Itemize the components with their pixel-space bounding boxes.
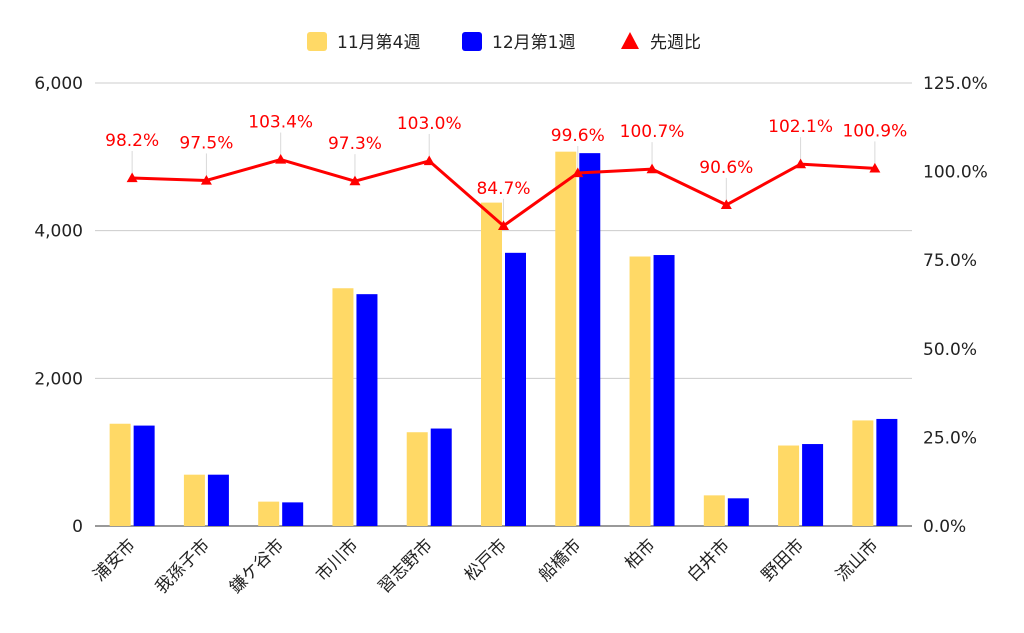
bar xyxy=(207,474,229,526)
line-point xyxy=(795,158,807,169)
line-point xyxy=(349,175,361,186)
bar xyxy=(282,502,304,526)
right-tick-label: 0.0% xyxy=(923,517,966,537)
data-label: 100.9% xyxy=(842,121,907,141)
bar xyxy=(430,428,452,526)
bar xyxy=(852,420,874,526)
category-label: 我孫子市 xyxy=(152,535,214,597)
bars xyxy=(109,151,898,527)
left-tick-label: 0 xyxy=(72,517,83,537)
data-label: 99.6% xyxy=(551,126,605,146)
data-label: 100.7% xyxy=(620,122,685,142)
legend-swatch xyxy=(462,32,482,51)
legend-label: 11月第4週 xyxy=(337,33,420,53)
category-label: 野田市 xyxy=(758,535,808,585)
category-label: 市川市 xyxy=(312,535,362,585)
data-label: 103.4% xyxy=(248,113,313,133)
bar xyxy=(579,153,601,526)
gridlines xyxy=(95,82,912,527)
bar xyxy=(876,418,898,526)
bar xyxy=(183,474,205,526)
category-label: 習志野市 xyxy=(375,535,437,597)
bar xyxy=(406,432,428,526)
right-tick-label: 50.0% xyxy=(923,340,977,360)
bar xyxy=(109,423,131,526)
right-tick-label: 75.0% xyxy=(923,251,977,271)
category-label: 鎌ケ谷市 xyxy=(226,535,288,597)
bar xyxy=(727,498,749,526)
bar xyxy=(258,501,280,526)
legend-label: 12月第1週 xyxy=(492,33,575,53)
bar xyxy=(356,294,378,526)
bar xyxy=(703,495,725,526)
bar xyxy=(653,255,675,526)
legend-swatch xyxy=(307,32,327,51)
line-point xyxy=(720,199,732,210)
bar xyxy=(133,425,155,526)
left-tick-label: 4,000 xyxy=(34,222,83,242)
category-label: 柏市 xyxy=(621,535,659,573)
data-label: 97.3% xyxy=(328,134,382,154)
category-label: 浦安市 xyxy=(89,535,139,585)
bar xyxy=(802,444,824,526)
bar xyxy=(629,256,651,526)
line-point xyxy=(423,155,435,166)
legend-label: 先週比 xyxy=(650,33,701,53)
data-label: 97.5% xyxy=(179,133,233,153)
line-point xyxy=(126,172,138,183)
right-tick-label: 100.0% xyxy=(923,163,988,183)
bar xyxy=(332,288,354,526)
legend-swatch xyxy=(621,32,639,49)
bar xyxy=(555,151,577,527)
left-tick-label: 2,000 xyxy=(34,369,83,389)
bar xyxy=(481,202,502,527)
line-point xyxy=(498,220,509,230)
data-label: 103.0% xyxy=(397,114,462,134)
bar xyxy=(505,252,526,527)
line-point xyxy=(200,174,212,185)
category-label: 白井市 xyxy=(684,535,734,585)
category-label: 船橋市 xyxy=(535,535,585,585)
line-point xyxy=(572,167,584,178)
left-tick-label: 6,000 xyxy=(34,74,83,94)
data-label: 102.1% xyxy=(768,117,833,137)
ratio-line: 98.2% 97.5% 103.4% 97.3% 103.0% 84.7% 99.6% 100… xyxy=(105,113,907,230)
bar xyxy=(778,445,800,526)
data-label: 90.6% xyxy=(699,158,753,178)
right-tick-label: 125.0% xyxy=(923,74,988,94)
line-point xyxy=(275,154,287,164)
line-point xyxy=(646,163,658,174)
category-label: 松戸市 xyxy=(461,535,511,585)
line-point xyxy=(869,162,881,173)
category-label: 流山市 xyxy=(832,535,882,585)
data-label: 84.7% xyxy=(476,179,530,199)
data-label: 98.2% xyxy=(105,131,159,151)
right-tick-label: 25.0% xyxy=(923,428,977,448)
legend: 11月第4週 12月第1週 先週比 xyxy=(307,32,701,53)
